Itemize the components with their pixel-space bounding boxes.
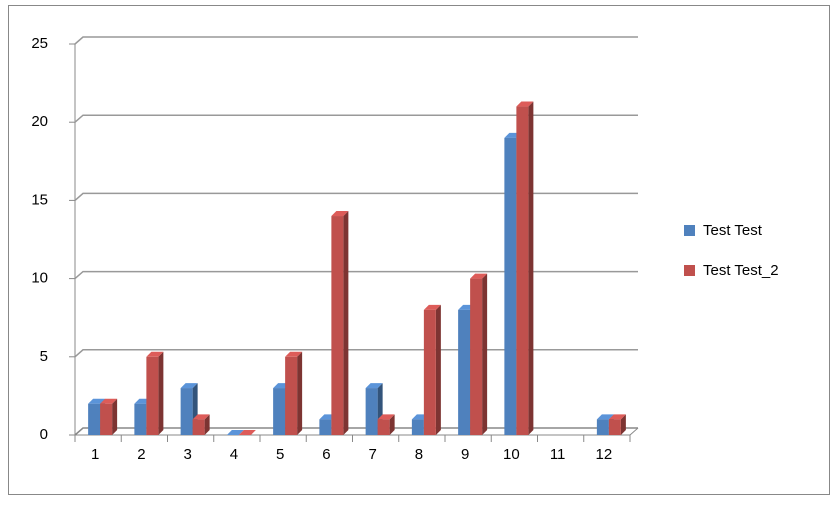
bar-top <box>365 383 383 389</box>
bar <box>608 419 621 435</box>
bar-side <box>112 398 118 435</box>
bar-top <box>238 430 256 435</box>
bar-side <box>389 414 395 435</box>
y-tick-label: 15 <box>31 191 48 208</box>
x-tick-label: 3 <box>183 446 191 463</box>
legend-swatch <box>684 225 695 236</box>
bar-side <box>528 101 534 435</box>
bar-top <box>192 414 210 420</box>
x-tick-label: 4 <box>230 446 238 463</box>
x-tick-label: 7 <box>368 446 376 463</box>
bar-top <box>470 273 488 279</box>
grid-line <box>74 270 638 280</box>
x-tick-label: 12 <box>596 446 613 463</box>
bar <box>596 419 609 435</box>
bar-top <box>423 304 441 310</box>
y-tick-label: 5 <box>40 348 48 365</box>
bar-side <box>435 304 441 435</box>
grid-line <box>74 349 638 358</box>
x-tick-label: 2 <box>137 446 145 463</box>
bar <box>331 216 344 435</box>
bar <box>180 388 193 435</box>
bar-top <box>377 414 395 420</box>
bar <box>285 356 298 435</box>
bar <box>319 419 332 435</box>
bar-side <box>297 351 303 435</box>
legend-label: Test Test <box>703 222 763 239</box>
bar <box>365 388 378 435</box>
bar-side <box>204 414 210 435</box>
bar <box>192 419 205 435</box>
bar-top <box>146 351 164 357</box>
bar <box>470 278 483 435</box>
x-tick-label: 9 <box>461 446 469 463</box>
grid-line <box>74 36 638 45</box>
y-tick-label: 20 <box>31 113 48 130</box>
bar <box>273 388 286 435</box>
bar-top <box>608 414 626 420</box>
x-tick-label: 1 <box>91 446 99 463</box>
grid-line <box>74 192 638 201</box>
bar-top <box>331 211 349 217</box>
floor-edge <box>629 427 639 436</box>
bar-top <box>516 101 534 107</box>
x-tick-label: 10 <box>503 446 520 463</box>
bar-side <box>343 211 349 435</box>
x-tick-label: 5 <box>276 446 284 463</box>
bar-top <box>226 430 244 435</box>
legend-swatch <box>684 265 695 276</box>
bar-top <box>88 398 106 404</box>
bar <box>146 356 159 435</box>
legend-label: Test Test_2 <box>703 262 779 279</box>
bar <box>423 309 436 435</box>
bar <box>377 419 390 435</box>
x-tick-label: 11 <box>550 446 566 463</box>
bar-top <box>285 351 303 357</box>
bar <box>411 419 424 435</box>
bar <box>100 403 113 435</box>
bar-side <box>620 414 626 435</box>
x-tick-label: 6 <box>322 446 330 463</box>
grid-line <box>74 427 638 436</box>
bar <box>88 403 101 435</box>
x-tick-label: 8 <box>415 446 423 463</box>
y-tick-label: 10 <box>31 270 48 287</box>
bar <box>134 403 147 435</box>
bar <box>458 309 471 435</box>
bar-top <box>180 383 198 389</box>
grid-line <box>74 114 638 123</box>
bar <box>504 137 517 435</box>
bar <box>516 106 529 435</box>
bar-top <box>596 414 614 420</box>
y-tick-label: 0 <box>40 426 48 443</box>
bar-top <box>100 398 118 404</box>
bar-side <box>482 273 488 435</box>
bar-side <box>158 351 164 435</box>
y-tick-label: 25 <box>31 35 48 52</box>
